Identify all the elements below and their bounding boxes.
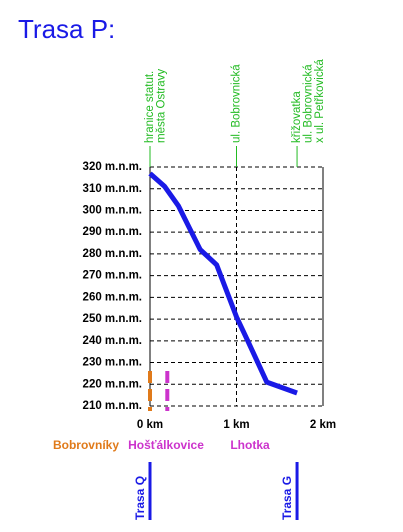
route-bar <box>295 462 299 520</box>
y-tick-label: 230 m.n.m. <box>83 357 142 369</box>
x-tick-label: 2 km <box>310 419 336 431</box>
annotation-text: města Ostravy <box>156 69 168 143</box>
y-tick-label: 270 m.n.m. <box>83 270 142 282</box>
y-tick-label: 300 m.n.m. <box>83 204 142 216</box>
chart-title: Trasa P: <box>18 14 115 44</box>
route-label: Trasa Q <box>133 476 147 520</box>
y-tick-label: 320 m.n.m. <box>83 161 142 173</box>
y-tick-label: 220 m.n.m. <box>83 378 142 390</box>
route-bar <box>148 462 152 520</box>
x-tick-label: 1 km <box>223 419 249 431</box>
region-label: Lhotka <box>230 438 270 452</box>
y-tick-label: 280 m.n.m. <box>83 248 142 260</box>
annotation-text: ul. Bobrovnická <box>303 64 315 143</box>
y-tick-label: 210 m.n.m. <box>83 400 142 412</box>
y-tick-label: 290 m.n.m. <box>83 226 142 238</box>
x-tick-label: 0 km <box>137 419 163 431</box>
annotation-text: hranice statut. <box>144 71 156 143</box>
y-tick-label: 310 m.n.m. <box>83 183 142 195</box>
y-tick-label: 240 m.n.m. <box>83 335 142 347</box>
y-tick-label: 260 m.n.m. <box>83 291 142 303</box>
region-label: Hošťálkovice <box>128 438 204 452</box>
annotation-text: křižovatka <box>291 91 303 143</box>
annotation-text: x ul. Petřkovická <box>314 59 326 143</box>
y-tick-label: 250 m.n.m. <box>83 313 142 325</box>
region-label: Bobrovníky <box>53 438 119 452</box>
elevation-line <box>148 171 298 396</box>
annotation-text: ul. Bobrovnická <box>231 64 243 143</box>
route-label: Trasa G <box>280 476 294 520</box>
